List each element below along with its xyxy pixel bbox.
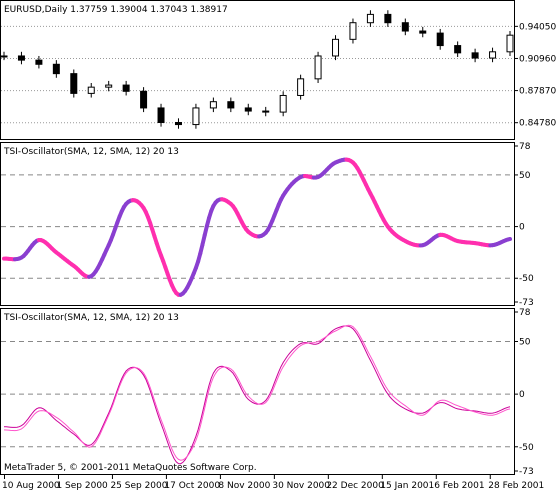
osc-tick-label: -50	[519, 443, 534, 453]
price-axis: 0.94050 0.90960 0.87870 0.84780	[514, 22, 556, 129]
tsi2-title: TSI-Oscillator(SMA, 12, SMA, 12) 20 13	[3, 313, 179, 323]
candle-body	[35, 59, 43, 65]
candle-body	[262, 110, 270, 113]
candle-body	[157, 107, 165, 123]
candle-body	[140, 90, 148, 109]
osc-tick-label: 0	[519, 390, 525, 400]
x-tick-label: 30 Nov 2000	[272, 481, 330, 491]
candle-body	[279, 94, 287, 113]
candle-body	[0, 55, 8, 58]
candle-body	[17, 55, 25, 61]
price-pane	[0, 0, 515, 140]
osc-tick-label: -73	[519, 467, 534, 477]
tsi2-grid	[1, 340, 514, 448]
candle-body	[332, 38, 340, 57]
copyright-label: MetaTrader 5, © 2001-2011 MetaQuotes Sof…	[4, 463, 257, 473]
tsi1-line	[2, 157, 512, 297]
x-tick-label: 8 Nov 2000	[218, 481, 270, 491]
candle-body	[384, 13, 392, 24]
candle-body	[244, 107, 252, 112]
tsi1-title: TSI-Oscillator(SMA, 12, SMA, 12) 20 13	[3, 147, 179, 157]
price-tick-label: 0.84780	[519, 119, 556, 129]
candle-body	[297, 78, 305, 96]
x-tick-label: 1 Sep 2000	[56, 481, 108, 491]
candle-body	[419, 30, 427, 34]
candle-body	[489, 51, 497, 59]
price-tick-label: 0.90960	[519, 54, 556, 64]
tsi2-lines	[3, 324, 511, 465]
tsi2-axis: 78 50 0 -50 -73	[514, 308, 534, 477]
candle-body	[349, 22, 357, 40]
candle-body	[122, 84, 130, 92]
x-tick-label: 10 Aug 2000	[2, 481, 60, 491]
candle-body	[401, 22, 409, 32]
osc-tick-label: 78	[519, 142, 531, 152]
candle-body	[506, 34, 514, 53]
osc-tick-label: -73	[519, 298, 534, 308]
price-candles	[0, 10, 514, 129]
candle-body	[87, 86, 95, 94]
price-tick-label: 0.87870	[519, 87, 556, 97]
osc-tick-label: 78	[519, 308, 531, 318]
x-tick-label: 17 Oct 2000	[164, 481, 220, 491]
candle-body	[52, 63, 60, 75]
osc-tick-label: -50	[519, 274, 534, 284]
tsi1-axis: 78 50 0 -50 -73	[514, 142, 534, 308]
candle-body	[314, 55, 322, 80]
price-tick-label: 0.94050	[519, 22, 556, 32]
tsi-pane-1	[0, 142, 515, 306]
osc-tick-label: 50	[519, 337, 531, 347]
candle-body	[366, 13, 374, 24]
candle-body	[192, 107, 200, 126]
tsi-main-line	[4, 325, 511, 465]
tsi-rising-segment	[505, 236, 512, 242]
tsi-pane-2	[0, 308, 515, 475]
price-title: EURUSD,Daily 1.37759 1.39004 1.37043 1.3…	[4, 5, 228, 15]
candle-body	[209, 101, 217, 109]
x-tick-label: 6 Feb 2001	[434, 481, 484, 491]
candle-body	[436, 32, 444, 47]
candle-body	[174, 121, 182, 126]
x-tick-label: 28 Feb 2001	[488, 481, 544, 491]
tsi-signal-line	[3, 324, 511, 461]
osc-tick-label: 50	[519, 171, 531, 181]
candle-body	[454, 45, 462, 54]
x-tick-label: 15 Jan 2001	[380, 481, 434, 491]
x-tick-label: 25 Sep 2000	[110, 481, 167, 491]
candle-body	[105, 84, 113, 88]
osc-tick-label: 0	[519, 223, 525, 233]
candle-body	[70, 73, 78, 94]
x-tick-label: 22 Dec 2000	[326, 481, 384, 491]
candle-body	[227, 101, 235, 109]
candle-body	[471, 52, 479, 59]
